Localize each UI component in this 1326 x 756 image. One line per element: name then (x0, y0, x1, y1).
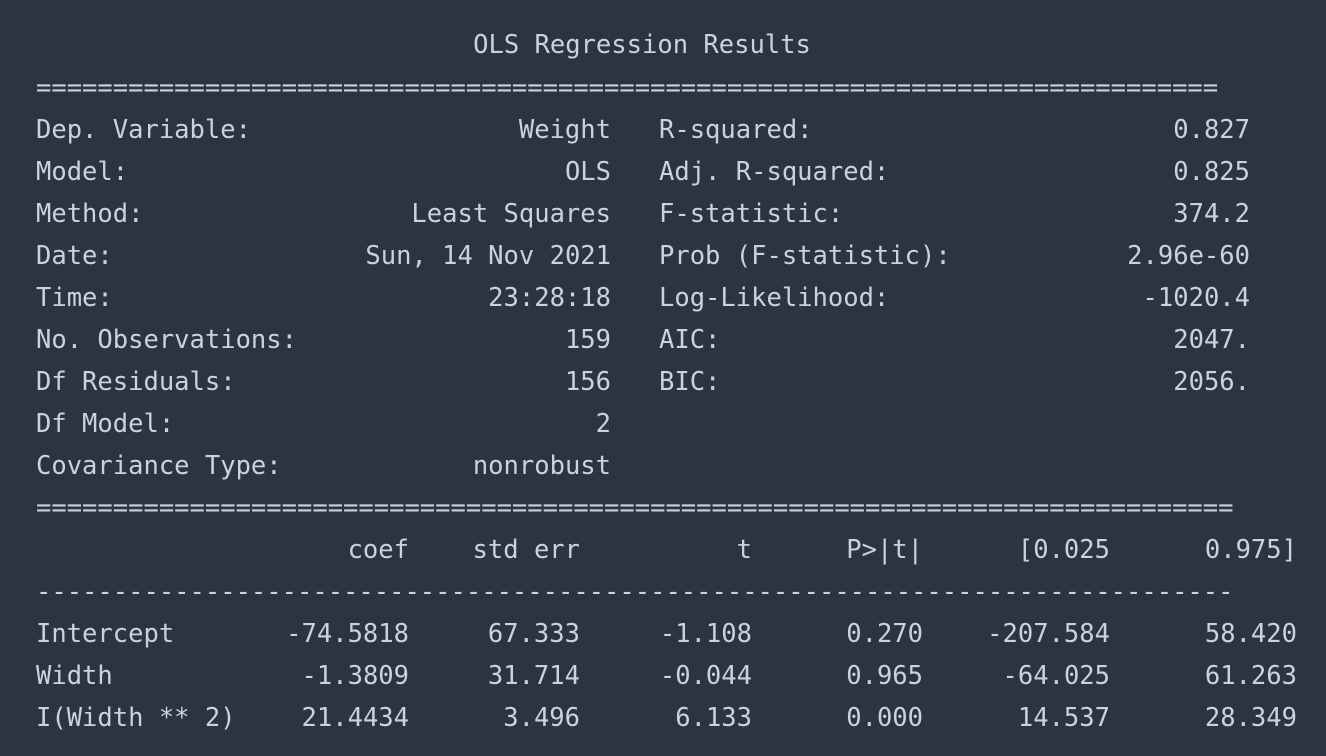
separator-mid: ========================================… (36, 493, 1234, 523)
table-cell: -64.025 (1002, 661, 1110, 691)
left-stat-label: Dep. Variable: (36, 115, 251, 145)
table-cell: 14.537 (1017, 703, 1110, 733)
right-stat-value: 374.2 (1173, 199, 1250, 229)
right-stat-value: 0.827 (1173, 115, 1250, 145)
table-cell: 3.496 (503, 703, 580, 733)
row-name: I(Width ** 2) (36, 703, 236, 733)
coef-header: 0.975] (1204, 535, 1297, 565)
left-stat-label: Time: (36, 283, 113, 313)
left-stat-label: Df Residuals: (36, 367, 236, 397)
row-name: Width (36, 661, 113, 691)
left-stat-value: 159 (564, 325, 611, 355)
table-cell: 0.270 (846, 619, 923, 649)
right-stat-label: Prob (F-statistic): (659, 241, 951, 271)
right-stat-label: AIC: (659, 325, 721, 355)
table-cell: -1.108 (659, 619, 752, 649)
right-stat-label: BIC: (659, 367, 721, 397)
right-stat-value: 0.825 (1173, 157, 1250, 187)
left-stat-value: Sun, 14 Nov 2021 (365, 241, 611, 271)
left-stat-value: OLS (564, 157, 611, 187)
right-stat-value: 2056. (1173, 367, 1250, 397)
table-cell: 31.714 (487, 661, 580, 691)
left-stat-label: Covariance Type: (36, 451, 282, 481)
right-stat-label: Log-Likelihood: (659, 283, 890, 313)
separator-top: ========================================… (36, 73, 1219, 103)
right-stat-label: R-squared: (659, 115, 813, 145)
table-cell: 0.965 (846, 661, 923, 691)
left-stat-value: Least Squares (411, 199, 611, 229)
right-stat-label: Adj. R-squared: (659, 157, 890, 187)
table-cell: 28.349 (1204, 703, 1297, 733)
coef-header: std err (472, 535, 580, 565)
left-stat-label: Model: (36, 157, 129, 187)
right-stat-value: 2047. (1173, 325, 1250, 355)
left-stat-value: Weight (518, 115, 611, 145)
left-stat-label: Df Model: (36, 409, 175, 439)
coef-header: coef (347, 535, 409, 565)
left-stat-value: 23:28:18 (488, 283, 611, 313)
right-stat-label: F-statistic: (659, 199, 844, 229)
table-cell: 61.263 (1204, 661, 1297, 691)
table-cell: 67.333 (487, 619, 580, 649)
left-stat-value: 2 (595, 409, 611, 439)
row-name: Intercept (36, 619, 175, 649)
table-cell: 21.4434 (301, 703, 409, 733)
left-stat-label: No. Observations: (36, 325, 297, 355)
table-cell: -74.5818 (286, 619, 409, 649)
separator-dash: ----------------------------------------… (36, 577, 1234, 607)
coef-header: P>|t| (846, 535, 923, 565)
table-cell: -0.044 (659, 661, 752, 691)
table-cell: -1.3809 (301, 661, 409, 691)
coef-header: [0.025 (1017, 535, 1110, 565)
right-stat-value: 2.96e-60 (1127, 241, 1250, 271)
table-cell: 6.133 (675, 703, 752, 733)
right-stat-value: -1020.4 (1142, 283, 1250, 313)
table-cell: 0.000 (846, 703, 923, 733)
coef-header: t (736, 535, 752, 565)
left-stat-value: nonrobust (472, 451, 611, 481)
left-stat-value: 156 (564, 367, 611, 397)
table-cell: 58.420 (1204, 619, 1297, 649)
left-stat-label: Method: (36, 199, 144, 229)
table-cell: -207.584 (987, 619, 1110, 649)
page-title: OLS Regression Results (473, 30, 811, 60)
left-stat-label: Date: (36, 241, 113, 271)
